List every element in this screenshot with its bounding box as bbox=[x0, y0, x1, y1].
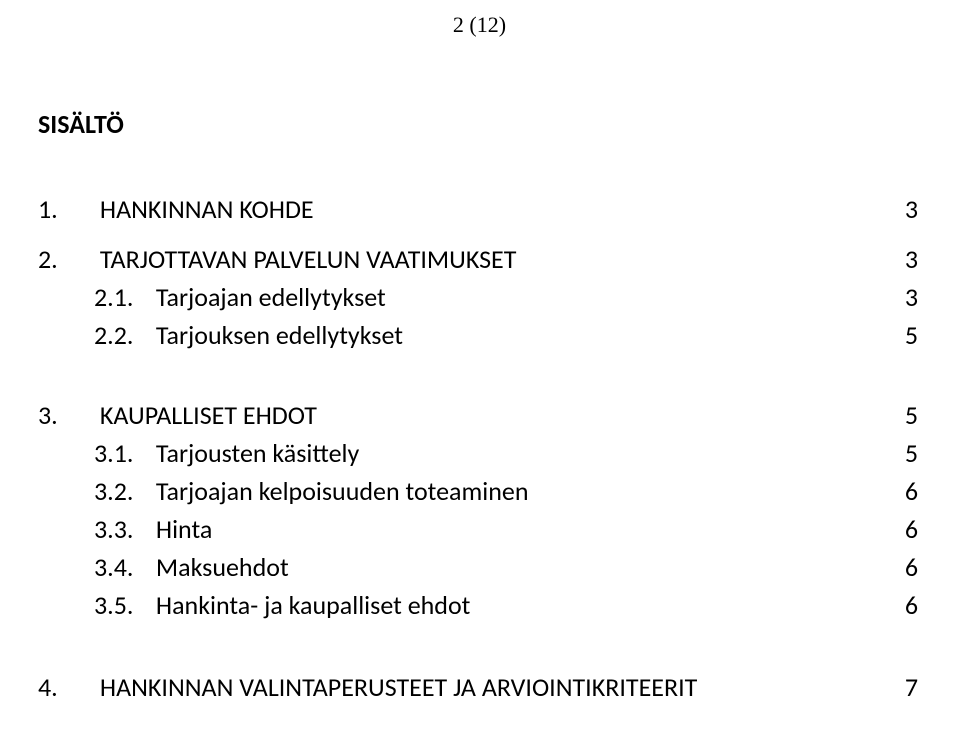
toc-number: 4. bbox=[38, 672, 94, 703]
toc-row: 3.1. Tarjousten käsittely 5 bbox=[94, 438, 918, 469]
toc-number: 3.3. bbox=[94, 514, 150, 545]
toc-page: 5 bbox=[905, 438, 918, 469]
toc-title: Hankinta- ja kaupalliset ehdot bbox=[156, 590, 471, 621]
toc-row: 3.4. Maksuehdot 6 bbox=[94, 552, 918, 583]
toc-row: 3. KAUPALLISET EHDOT 5 bbox=[38, 400, 918, 431]
toc-number: 2. bbox=[38, 244, 94, 275]
toc-row: 2. TARJOTTAVAN PALVELUN VAATIMUKSET 3 bbox=[38, 244, 918, 275]
page-number: 2 (12) bbox=[0, 12, 959, 38]
toc-page: 7 bbox=[905, 672, 918, 703]
toc-row: 3.3. Hinta 6 bbox=[94, 514, 918, 545]
toc-number: 3.5. bbox=[94, 590, 150, 621]
toc-number: 3. bbox=[38, 400, 94, 431]
toc-row: 2.2. Tarjouksen edellytykset 5 bbox=[94, 320, 918, 351]
toc-title: Hinta bbox=[156, 514, 212, 545]
toc-title: HANKINNAN VALINTAPERUSTEET JA ARVIOINTIK… bbox=[100, 672, 697, 703]
toc-row: 1. HANKINNAN KOHDE 3 bbox=[38, 194, 918, 225]
toc-heading: SISÄLTÖ bbox=[38, 108, 124, 140]
toc-page: 6 bbox=[905, 590, 918, 621]
toc-row: 3.5. Hankinta- ja kaupalliset ehdot 6 bbox=[94, 590, 918, 621]
toc-title: TARJOTTAVAN PALVELUN VAATIMUKSET bbox=[100, 244, 517, 275]
toc-number: 2.2. bbox=[94, 320, 150, 351]
toc-page: 3 bbox=[905, 244, 918, 275]
toc-page: 5 bbox=[905, 400, 918, 431]
document-page: 2 (12) SISÄLTÖ 1. HANKINNAN KOHDE 3 2. T… bbox=[0, 0, 959, 742]
toc-page: 5 bbox=[905, 320, 918, 351]
toc-page: 3 bbox=[905, 194, 918, 225]
toc-page: 3 bbox=[905, 282, 918, 313]
toc-number: 1. bbox=[38, 194, 94, 225]
toc-page: 6 bbox=[905, 514, 918, 545]
toc-title: Maksuehdot bbox=[156, 552, 289, 583]
toc-title: Tarjousten käsittely bbox=[156, 438, 359, 469]
toc-number: 3.2. bbox=[94, 476, 150, 507]
toc-number: 3.4. bbox=[94, 552, 150, 583]
toc-page: 6 bbox=[905, 552, 918, 583]
toc-page: 6 bbox=[905, 476, 918, 507]
toc-row: 2.1. Tarjoajan edellytykset 3 bbox=[94, 282, 918, 313]
toc-title: Tarjouksen edellytykset bbox=[156, 320, 403, 351]
toc-title: Tarjoajan edellytykset bbox=[156, 282, 386, 313]
toc-number: 3.1. bbox=[94, 438, 150, 469]
toc-row: 3.2. Tarjoajan kelpoisuuden toteaminen 6 bbox=[94, 476, 918, 507]
toc-title: Tarjoajan kelpoisuuden toteaminen bbox=[156, 476, 529, 507]
toc-title: HANKINNAN KOHDE bbox=[100, 194, 314, 225]
toc-title: KAUPALLISET EHDOT bbox=[100, 400, 317, 431]
toc-row: 4. HANKINNAN VALINTAPERUSTEET JA ARVIOIN… bbox=[38, 672, 918, 703]
toc-number: 2.1. bbox=[94, 282, 150, 313]
